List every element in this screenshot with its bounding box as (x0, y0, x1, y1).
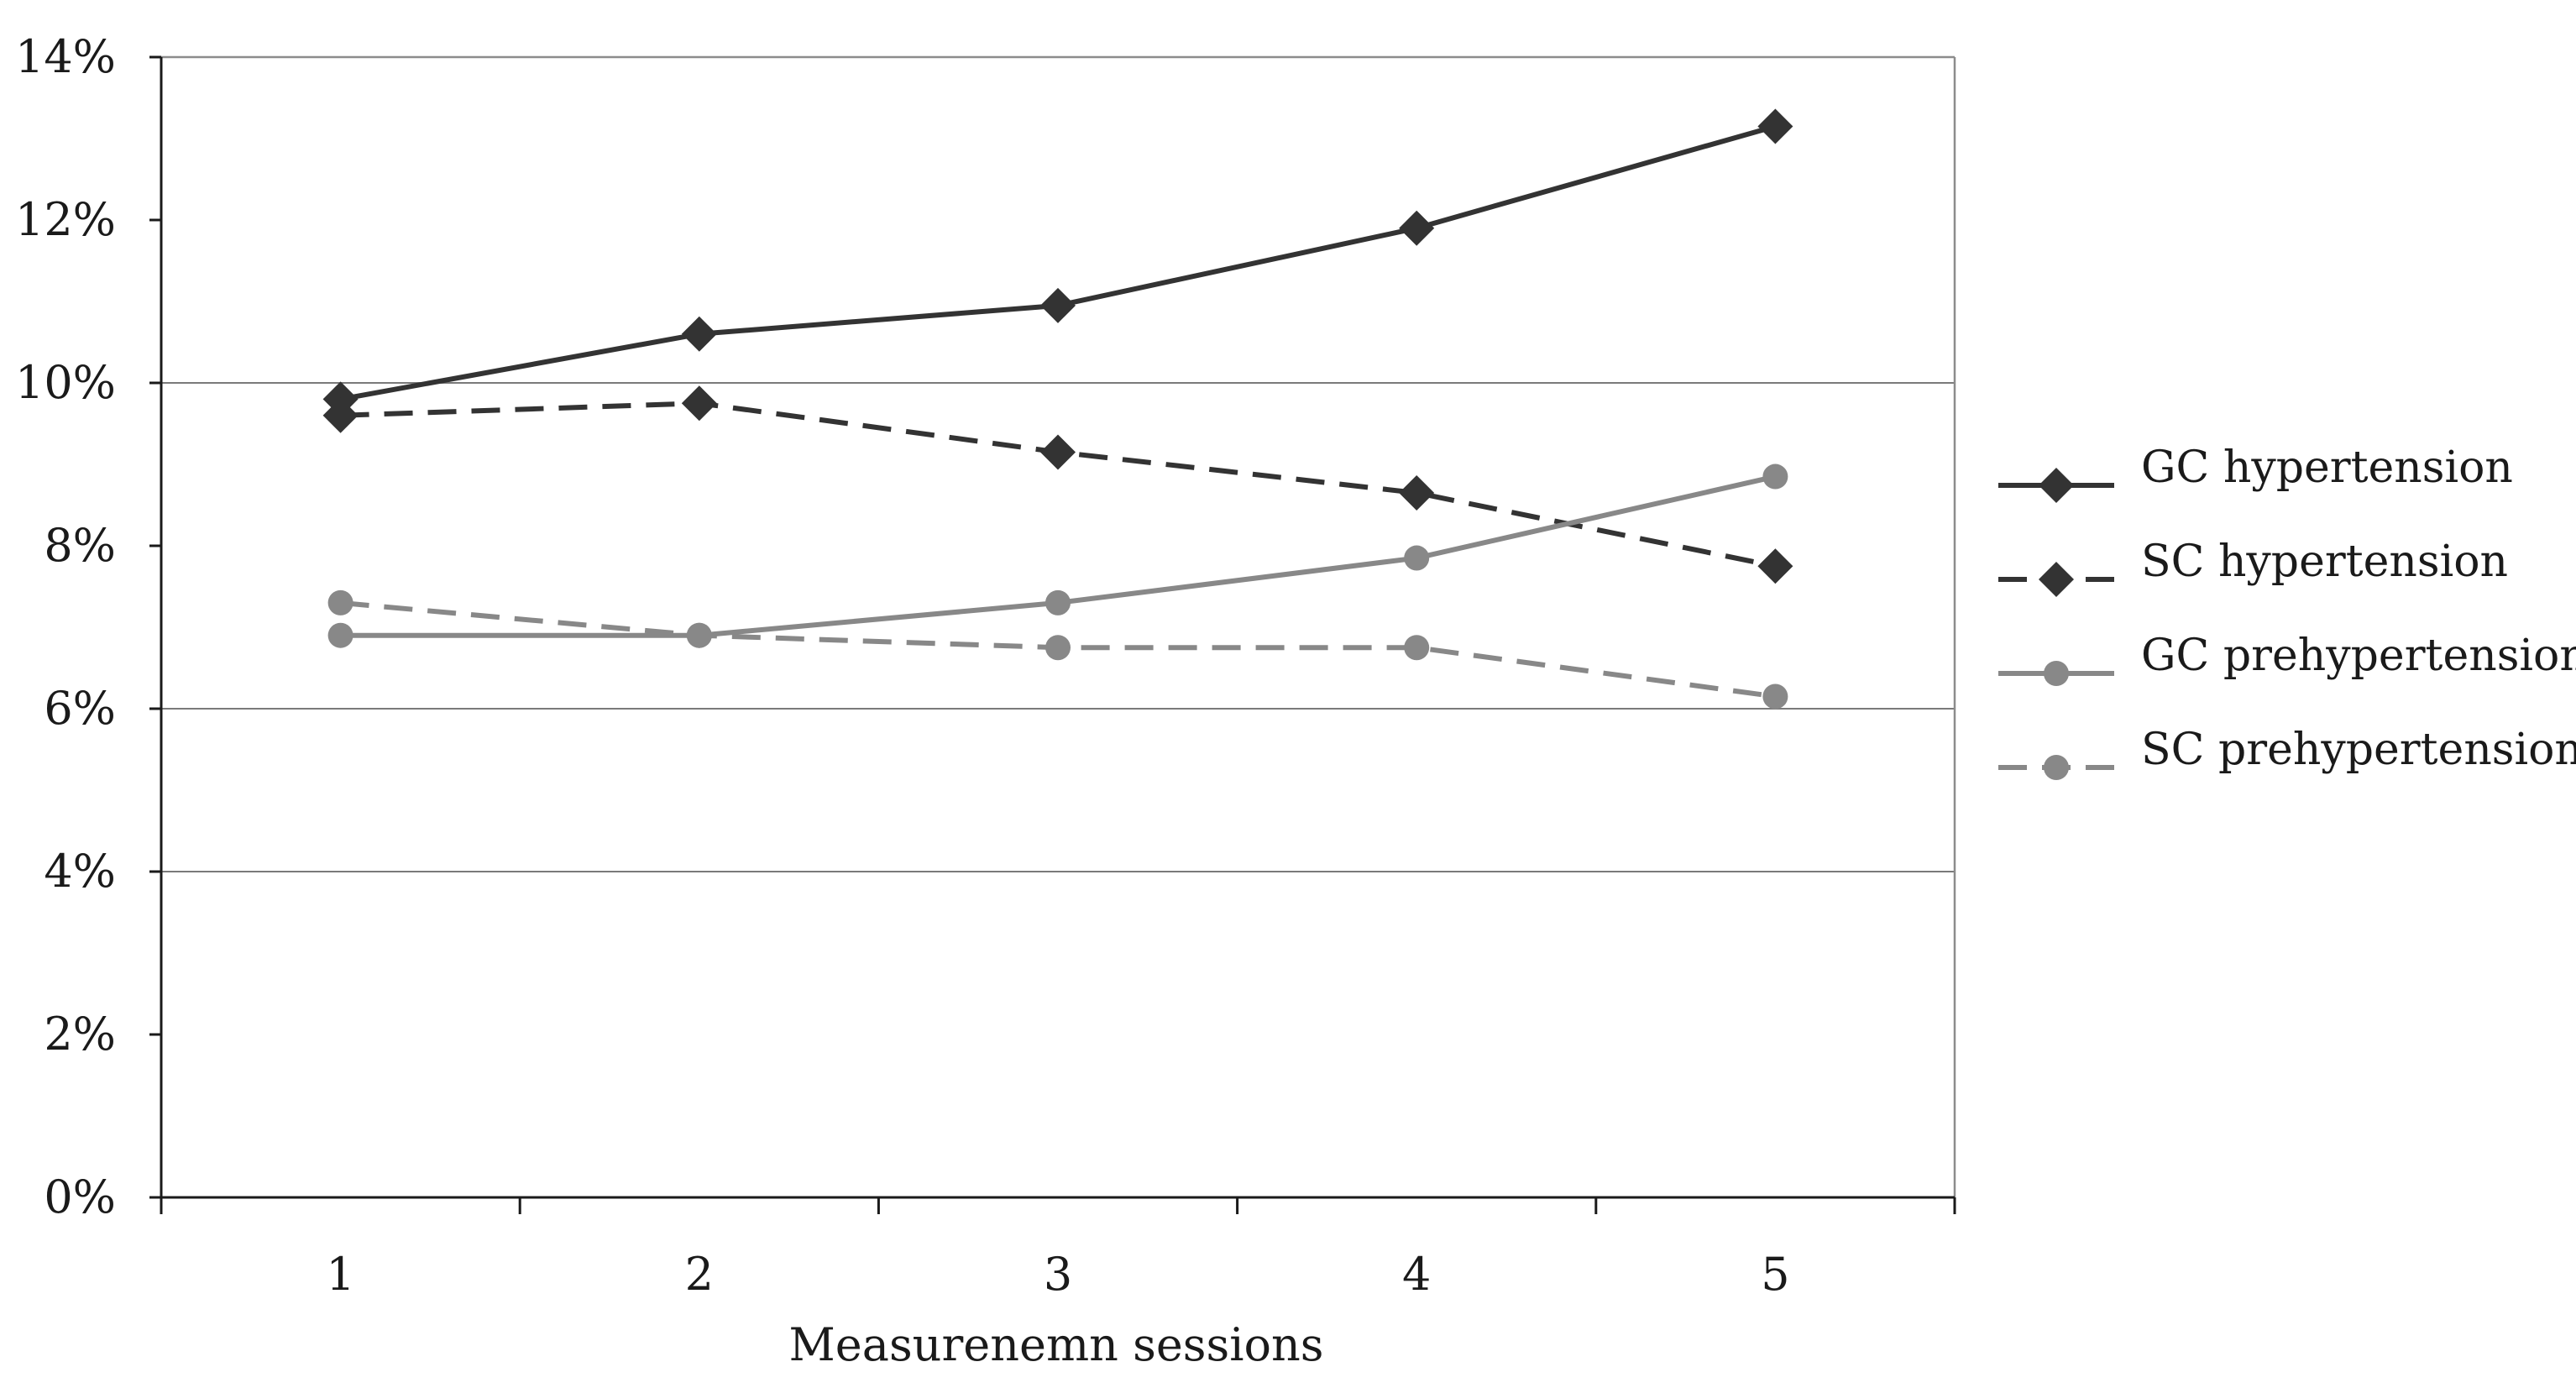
data-point (327, 622, 353, 648)
data-point (1040, 287, 1076, 323)
data-point (1040, 434, 1076, 470)
data-point (1045, 635, 1071, 661)
data-point (1404, 545, 1430, 571)
legend-marker (2039, 468, 2074, 503)
x-tick-label: 2 (685, 1248, 714, 1301)
y-tick-label: 10% (15, 356, 116, 409)
series-line (340, 401, 1777, 569)
y-tick-label: 2% (44, 1008, 116, 1061)
data-point (1399, 474, 1435, 511)
legend-item: GC prehypertension (1998, 631, 2576, 686)
data-point (1045, 589, 1071, 615)
gridlines (161, 382, 1955, 872)
y-tick-label: 14% (15, 30, 116, 83)
data-point (327, 589, 353, 615)
x-tick-label: 5 (1761, 1248, 1789, 1301)
data-point (686, 622, 712, 648)
x-tick-label: 1 (326, 1248, 354, 1301)
data-point (1757, 548, 1793, 584)
legend-label: GC prehypertension (2141, 631, 2576, 681)
data-point (1762, 684, 1788, 710)
series-group (322, 385, 1793, 584)
legend-label: SC hypertension (2141, 537, 2508, 587)
series-line (340, 123, 1777, 402)
y-tick-label: 0% (44, 1171, 116, 1223)
x-axis-label: Measurenemn sessions (789, 1318, 1324, 1371)
data-point (322, 397, 359, 433)
legend-label: SC prehypertension (2141, 725, 2576, 775)
legend-marker (2044, 661, 2069, 686)
x-tick-label: 4 (1402, 1248, 1431, 1301)
legend: GC hypertension SC hypertension GC prehype… (1998, 443, 2576, 780)
y-tick-label: 8% (44, 519, 116, 572)
data-point (1399, 210, 1435, 246)
data-point (1757, 108, 1793, 144)
data-point (681, 316, 717, 352)
series-group (327, 589, 1788, 710)
x-tick-label: 3 (1044, 1248, 1072, 1301)
series-layer (322, 108, 1793, 710)
legend-item: SC prehypertension (1998, 725, 2576, 780)
series-group (327, 464, 1788, 648)
legend-item: GC hypertension (1998, 443, 2513, 503)
data-point (681, 385, 717, 422)
data-point (1404, 635, 1430, 661)
legend-item: SC hypertension (1998, 537, 2508, 597)
legend-marker (2039, 562, 2074, 597)
data-point (1762, 464, 1788, 490)
series-group (322, 108, 1793, 417)
y-tick-label: 4% (44, 845, 116, 898)
y-tick-label: 12% (15, 193, 116, 246)
axes: 0% 2% 4% 6% 8% 10% 12% 14% 1 2 3 4 5 (15, 30, 1956, 1301)
legend-label: GC hypertension (2141, 443, 2513, 493)
legend-marker (2044, 755, 2069, 780)
y-tick-label: 6% (44, 682, 116, 735)
